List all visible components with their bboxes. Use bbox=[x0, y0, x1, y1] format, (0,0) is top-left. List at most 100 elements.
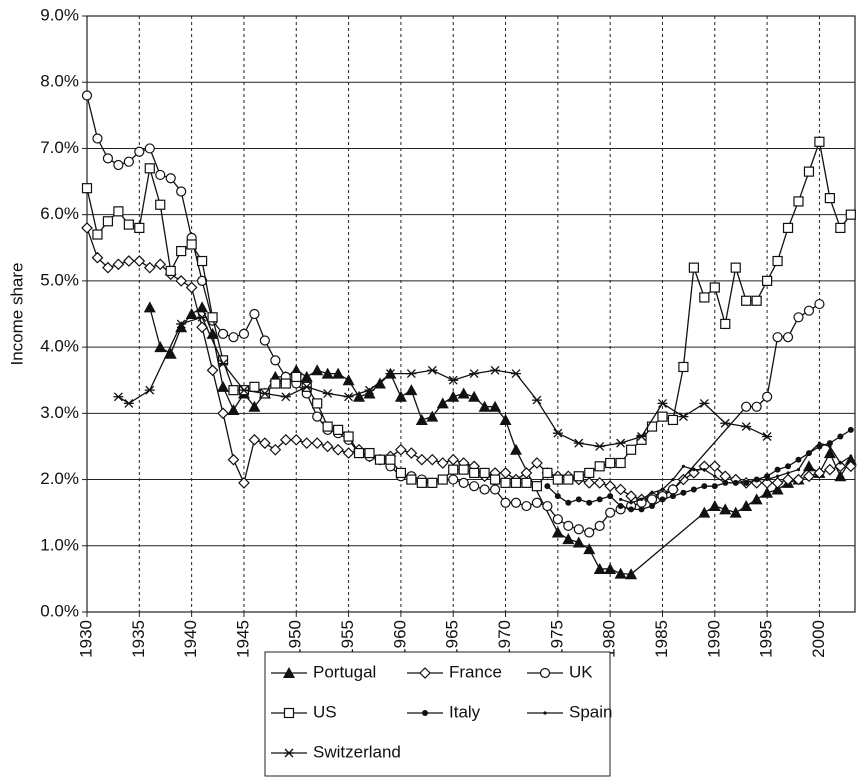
marker bbox=[775, 474, 780, 478]
marker bbox=[228, 332, 239, 343]
marker bbox=[416, 477, 427, 488]
marker bbox=[762, 391, 773, 402]
marker bbox=[248, 400, 261, 412]
marker bbox=[678, 361, 689, 373]
marker bbox=[573, 438, 584, 448]
marker bbox=[584, 527, 595, 538]
marker bbox=[500, 477, 511, 488]
marker bbox=[646, 421, 658, 432]
marker bbox=[814, 298, 825, 310]
marker bbox=[499, 413, 512, 425]
marker bbox=[238, 477, 250, 489]
marker bbox=[793, 196, 804, 207]
marker bbox=[395, 467, 406, 479]
marker bbox=[594, 520, 605, 532]
marker bbox=[552, 474, 563, 485]
marker bbox=[196, 301, 209, 313]
x-tick-label: 1995 bbox=[757, 620, 776, 658]
marker bbox=[155, 199, 166, 210]
marker bbox=[332, 443, 344, 456]
marker bbox=[207, 312, 218, 323]
marker bbox=[92, 133, 103, 144]
marker bbox=[238, 385, 249, 395]
marker bbox=[782, 473, 794, 486]
marker bbox=[838, 461, 842, 465]
marker bbox=[698, 506, 711, 518]
marker bbox=[144, 163, 155, 174]
marker bbox=[755, 477, 759, 482]
marker bbox=[680, 489, 687, 496]
marker bbox=[217, 407, 229, 420]
marker bbox=[844, 460, 857, 473]
marker bbox=[542, 467, 553, 479]
marker bbox=[729, 506, 742, 518]
marker bbox=[155, 169, 166, 181]
marker bbox=[395, 443, 407, 456]
marker bbox=[741, 422, 752, 432]
marker bbox=[269, 443, 282, 456]
marker bbox=[406, 474, 417, 485]
y-tick-label: 4.0% bbox=[40, 337, 79, 356]
marker bbox=[364, 385, 375, 395]
marker bbox=[563, 474, 574, 485]
marker bbox=[764, 473, 771, 480]
marker bbox=[469, 369, 480, 379]
marker bbox=[196, 275, 208, 286]
marker bbox=[719, 503, 732, 515]
marker bbox=[720, 418, 731, 428]
marker bbox=[823, 447, 836, 459]
marker bbox=[259, 437, 271, 449]
marker bbox=[448, 375, 459, 385]
marker bbox=[583, 543, 596, 555]
marker bbox=[772, 255, 783, 267]
marker bbox=[415, 453, 428, 466]
marker bbox=[185, 308, 198, 319]
marker bbox=[322, 421, 333, 432]
marker bbox=[364, 447, 375, 459]
marker bbox=[112, 258, 125, 271]
marker bbox=[144, 385, 155, 395]
marker bbox=[751, 295, 762, 306]
marker bbox=[176, 245, 187, 257]
marker bbox=[427, 477, 438, 488]
marker bbox=[249, 308, 260, 320]
marker bbox=[774, 466, 781, 473]
marker bbox=[698, 460, 711, 473]
marker bbox=[573, 471, 584, 482]
marker bbox=[270, 378, 281, 389]
marker bbox=[667, 414, 679, 426]
marker bbox=[562, 533, 575, 545]
marker bbox=[248, 433, 261, 446]
y-tick-label: 5.0% bbox=[40, 270, 79, 289]
marker bbox=[422, 710, 428, 716]
marker bbox=[447, 453, 460, 466]
marker bbox=[426, 410, 439, 422]
marker bbox=[374, 454, 386, 465]
marker bbox=[436, 397, 449, 409]
marker bbox=[795, 456, 802, 463]
marker bbox=[311, 437, 324, 449]
marker bbox=[113, 206, 124, 217]
marker bbox=[206, 327, 219, 339]
marker bbox=[604, 562, 617, 574]
marker bbox=[333, 424, 344, 435]
x-tick-label: 2000 bbox=[809, 620, 828, 658]
marker bbox=[500, 497, 511, 508]
marker bbox=[709, 282, 720, 293]
marker bbox=[92, 229, 103, 240]
marker bbox=[593, 562, 606, 574]
x-tick-label: 1980 bbox=[600, 620, 619, 658]
x-tick-label: 1945 bbox=[233, 620, 252, 658]
marker bbox=[283, 667, 295, 678]
marker bbox=[657, 398, 668, 408]
marker bbox=[238, 328, 250, 339]
marker bbox=[300, 370, 313, 382]
marker bbox=[596, 496, 603, 503]
marker bbox=[521, 477, 532, 488]
marker bbox=[586, 499, 593, 506]
marker bbox=[123, 219, 134, 230]
marker bbox=[771, 477, 784, 489]
marker bbox=[617, 503, 624, 510]
marker bbox=[782, 222, 794, 234]
